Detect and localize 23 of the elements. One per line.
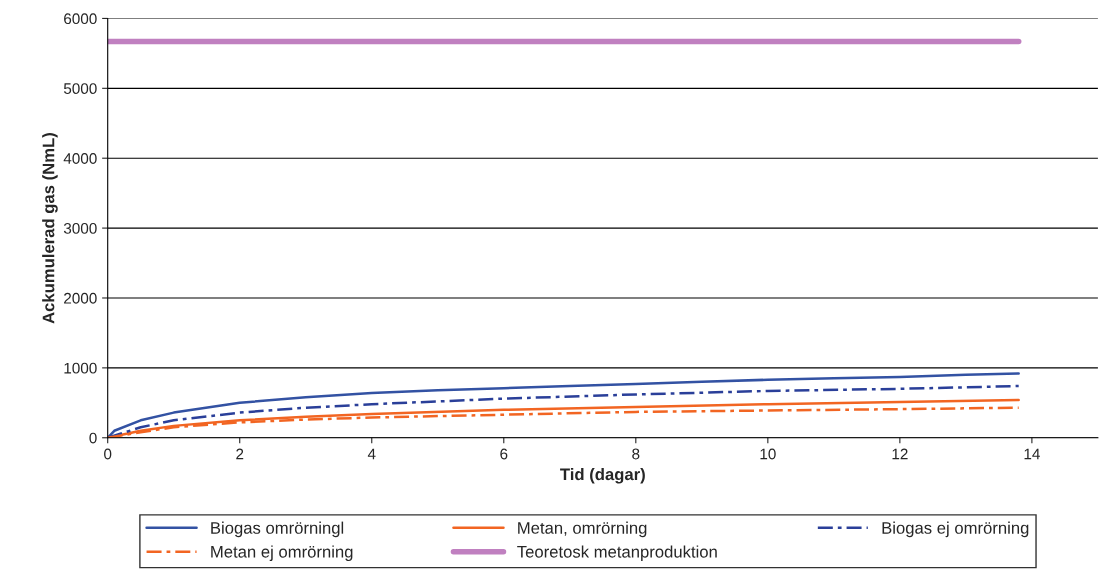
legend-label: Teoretosk metanproduktion <box>517 545 717 561</box>
y-tick-label: 3000 <box>63 222 97 234</box>
x-tick-label: 10 <box>760 448 776 460</box>
x-tick-label: 12 <box>892 448 908 460</box>
legend-label: Metan ej omrörning <box>211 545 353 561</box>
y-tick-label: 0 <box>89 432 97 444</box>
x-tick-label: 0 <box>104 448 112 460</box>
y-tick-label: 5000 <box>63 83 97 95</box>
x-tick-label: 4 <box>367 448 376 460</box>
x-tick-label: 14 <box>1024 448 1040 460</box>
x-tick-label: 2 <box>236 448 244 460</box>
x-tick-label: 6 <box>500 448 508 460</box>
legend-label: Metan, omrörning <box>518 521 647 538</box>
y-tick-label: 6000 <box>64 13 97 25</box>
y-tick-label: 4000 <box>63 153 97 164</box>
y-tick-label: 1000 <box>64 362 97 374</box>
x-axis-title: Tid (dagar) <box>560 467 645 484</box>
y-tick-label: 2000 <box>64 292 97 304</box>
y-axis-title: Ackumulerad gas (NmL) <box>42 133 58 324</box>
x-tick-label: 8 <box>632 448 640 460</box>
line-series <box>107 372 1020 438</box>
legend-label: Biogas omrörningl <box>211 521 344 538</box>
legend-label: Biogas ej omrörning <box>882 521 1029 538</box>
